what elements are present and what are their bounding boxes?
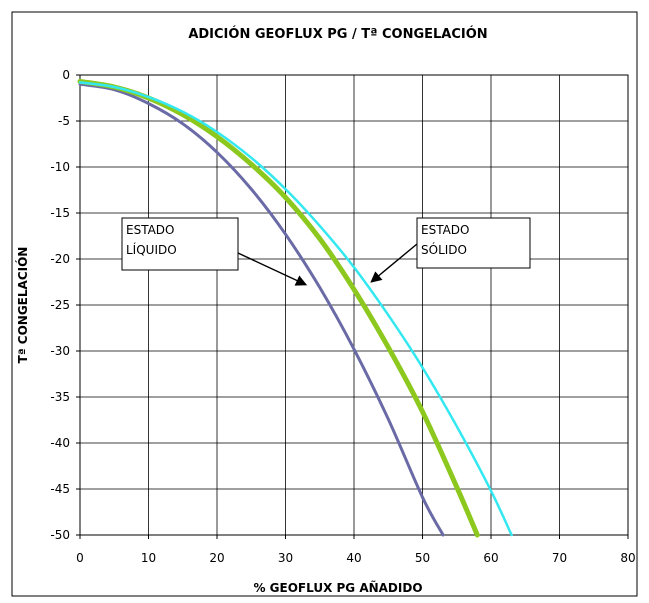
x-tick-label: 70 [552,551,567,565]
x-tick-label: 50 [415,551,430,565]
x-tick-label: 80 [620,551,635,565]
y-tick-label: -50 [50,528,70,542]
annotation-liquid-arrow [237,252,308,286]
annotation-solid-box [416,217,531,269]
chart-frame [11,11,638,597]
series-line-cyan [78,81,513,537]
chart-title: ADICIÓN GEOFLUX PG / Tª CONGELACIÓN [188,26,487,42]
y-axis-ticks: 0 -5 -10 -15 -20 -25 -30 -35 -40 -45 -50 [50,68,80,542]
x-tick-label: 10 [141,551,156,565]
y-tick-label: -20 [50,252,70,266]
x-tick-label: 30 [278,551,293,565]
y-tick-label: -40 [50,436,70,450]
annotation-liquid-line-1: ESTADO [126,223,175,237]
annotation-liquid: ESTADO LÍQUIDO [121,217,308,286]
y-axis-title: Tª CONGELACIÓN [15,247,30,364]
annotation-solid-line-2: SÓLIDO [421,242,467,257]
x-axis-title: % GEOFLUX PG AÑADIDO [253,580,422,595]
annotation-liquid-box [121,217,239,271]
x-tick-label: 40 [346,551,361,565]
annotation-liquid-line-2: LÍQUIDO [126,242,177,257]
y-tick-label: -25 [50,298,70,312]
y-tick-label: -45 [50,482,70,496]
series-layer [77,78,513,538]
series-line-dark-blue [78,82,445,537]
x-tick-label: 60 [483,551,498,565]
y-tick-label: -35 [50,390,70,404]
y-tick-label: -5 [58,114,70,128]
annotation-solid: ESTADO SÓLIDO [370,217,531,283]
y-tick-label: 0 [62,68,70,82]
x-tick-label: 20 [209,551,224,565]
x-tick-label: 0 [76,551,84,565]
y-tick-label: -15 [50,206,70,220]
annotation-solid-arrow [370,243,418,283]
annotation-solid-line-1: ESTADO [421,223,470,237]
y-tick-label: -30 [50,344,70,358]
x-axis-ticks: 0 10 20 30 40 50 60 70 80 [76,535,636,565]
grid [79,74,629,536]
y-tick-label: -10 [50,160,70,174]
